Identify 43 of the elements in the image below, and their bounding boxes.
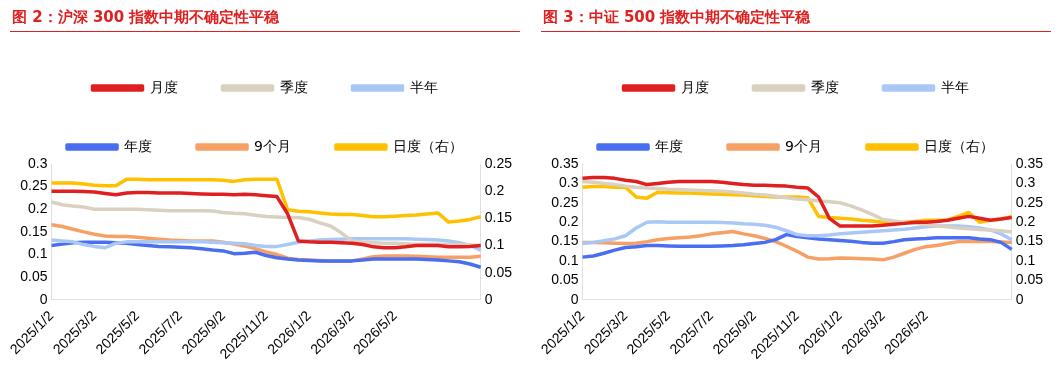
y-tick-label: 0.2 <box>559 213 579 230</box>
y-tick-label: 0 <box>39 290 48 307</box>
y-tick-label: 0.25 <box>551 193 579 210</box>
legend-label: 月度 <box>149 78 178 95</box>
y-tick-label: 0.3 <box>559 174 579 191</box>
legend-label: 日度（右） <box>923 137 994 154</box>
y2-tick-label: 0.25 <box>484 154 513 171</box>
legend-label: 半年 <box>940 78 969 95</box>
y2-tick-label: 0.25 <box>1015 193 1044 210</box>
y-tick-label: 0.1 <box>28 245 48 262</box>
y2-tick-label: 0.2 <box>1015 213 1036 230</box>
y2-tick-label: 0.05 <box>1015 271 1044 288</box>
chart-title: 图 2：沪深 300 指数中期不确定性平稳 <box>10 4 520 32</box>
legend-label: 季度 <box>810 78 839 95</box>
y2-tick-label: 0.2 <box>484 182 505 199</box>
y-tick-label: 0.25 <box>20 177 48 194</box>
y-tick-label: 0.15 <box>20 222 48 239</box>
y-tick-label: 0.3 <box>28 154 48 171</box>
y2-tick-label: 0.15 <box>1015 232 1044 249</box>
legend-label: 半年 <box>409 78 438 95</box>
y2-tick-label: 0.1 <box>484 236 505 253</box>
y2-tick-label: 0.1 <box>1015 251 1036 268</box>
legend-label: 年度 <box>124 137 153 154</box>
legend-label: 年度 <box>655 137 684 154</box>
y2-tick-label: 0 <box>484 290 493 307</box>
legend-label: 9个月 <box>254 137 291 154</box>
chart-title: 图 3：中证 500 指数中期不确定性平稳 <box>541 4 1051 32</box>
y-tick-label: 0.1 <box>559 251 579 268</box>
y-tick-label: 0.35 <box>551 154 579 171</box>
y2-tick-label: 0.05 <box>484 263 513 280</box>
y-tick-label: 0.05 <box>20 268 48 285</box>
y-tick-label: 0 <box>570 290 579 307</box>
y2-tick-label: 0 <box>1015 290 1024 307</box>
y2-tick-label: 0.15 <box>484 209 513 226</box>
legend-label: 月度 <box>680 78 709 95</box>
y2-tick-label: 0.35 <box>1015 154 1044 171</box>
y2-tick-label: 0.3 <box>1015 174 1036 191</box>
y-tick-label: 0.15 <box>551 232 579 249</box>
legend-label: 季度 <box>279 78 308 95</box>
legend-label: 日度（右） <box>392 137 463 154</box>
y-tick-label: 0.2 <box>28 200 48 217</box>
y-tick-label: 0.05 <box>551 271 579 288</box>
legend-label: 9个月 <box>785 137 822 154</box>
